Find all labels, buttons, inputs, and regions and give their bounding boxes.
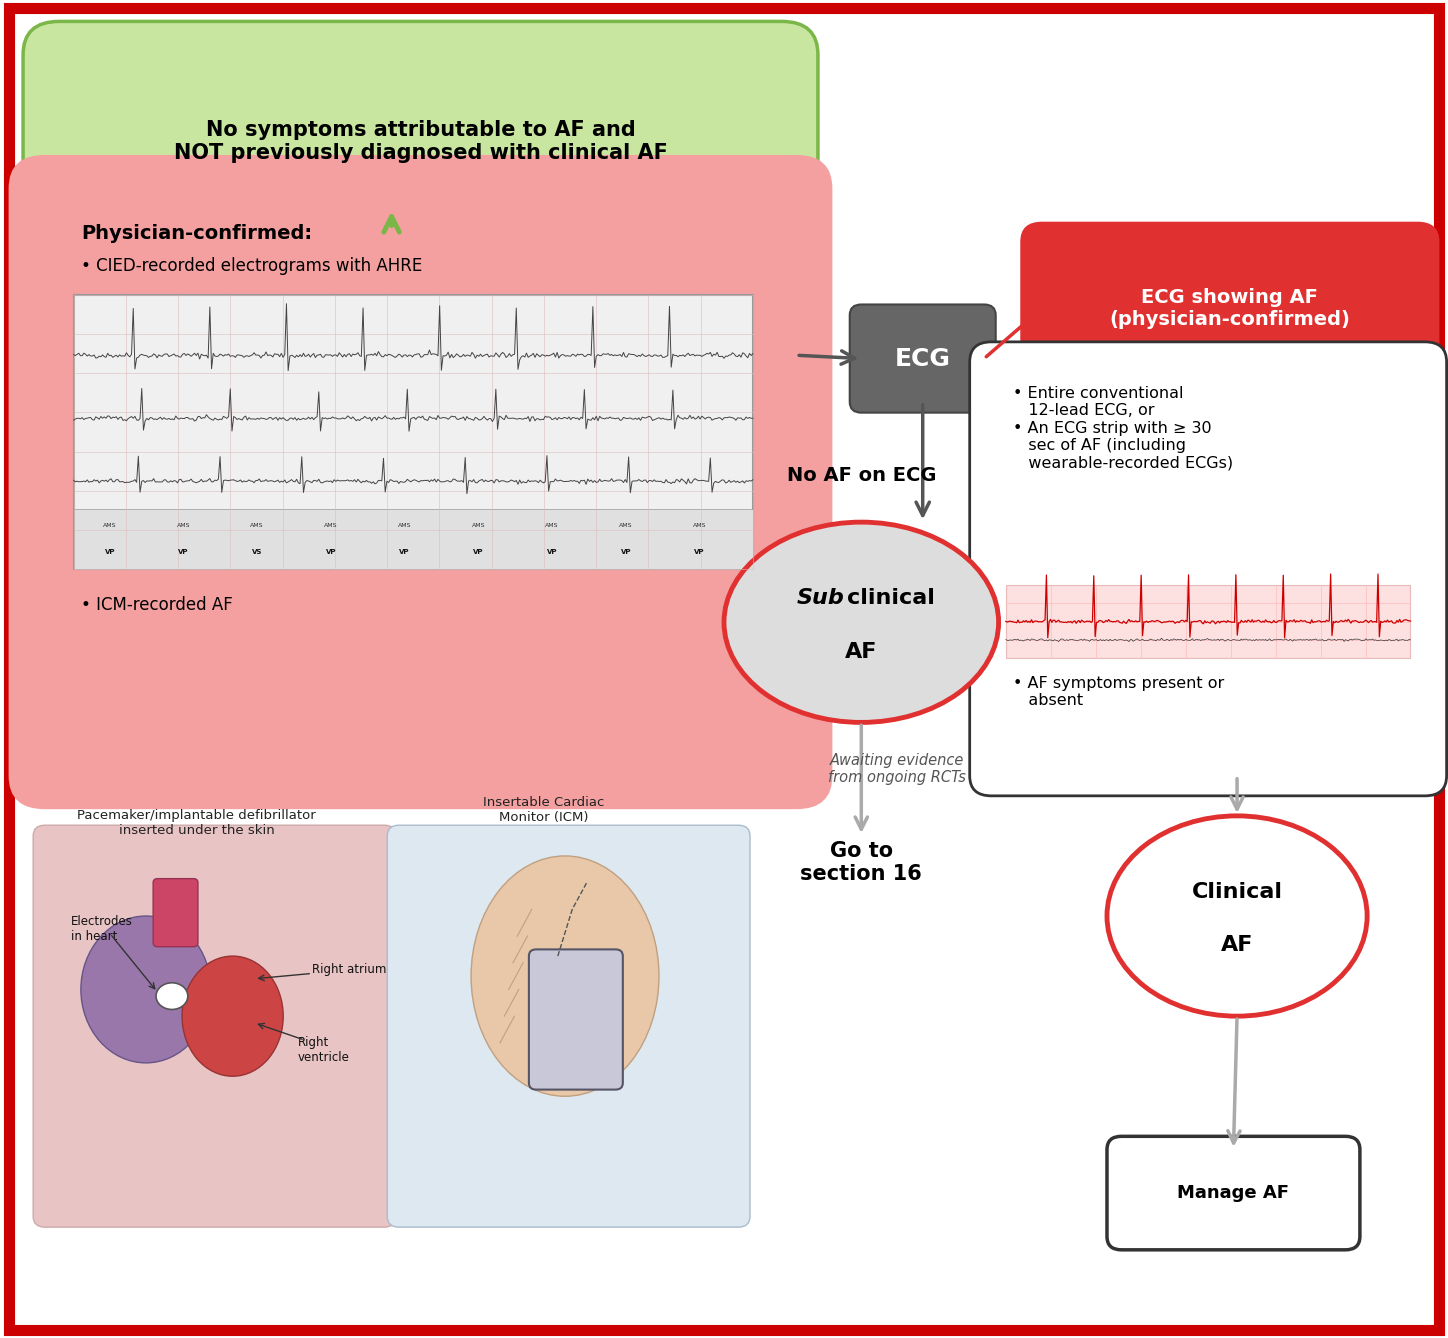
Text: AMS: AMS bbox=[103, 523, 116, 529]
Text: Insertable Cardiac
Monitor (ICM): Insertable Cardiac Monitor (ICM) bbox=[482, 796, 604, 824]
Text: VP: VP bbox=[621, 549, 631, 555]
FancyBboxPatch shape bbox=[1006, 585, 1410, 658]
Text: VP: VP bbox=[473, 549, 484, 555]
Text: Manage AF: Manage AF bbox=[1177, 1184, 1289, 1202]
Text: No AF on ECG: No AF on ECG bbox=[786, 466, 935, 484]
Text: AF: AF bbox=[1221, 935, 1253, 955]
Ellipse shape bbox=[471, 856, 659, 1096]
FancyBboxPatch shape bbox=[23, 21, 818, 262]
Text: VP: VP bbox=[178, 549, 188, 555]
Text: No symptoms attributable to AF and
NOT previously diagnosed with clinical AF: No symptoms attributable to AF and NOT p… bbox=[174, 120, 668, 163]
Text: Sub: Sub bbox=[796, 589, 844, 609]
FancyBboxPatch shape bbox=[1021, 222, 1439, 395]
FancyBboxPatch shape bbox=[74, 508, 753, 569]
Text: VP: VP bbox=[326, 549, 336, 555]
Text: Go to
section 16: Go to section 16 bbox=[801, 842, 922, 884]
Ellipse shape bbox=[156, 983, 188, 1009]
Text: • Entire conventional
   12-lead ECG, or
• An ECG strip with ≥ 30
   sec of AF (: • Entire conventional 12-lead ECG, or • … bbox=[1014, 385, 1234, 471]
FancyBboxPatch shape bbox=[1106, 1136, 1360, 1250]
Text: VS: VS bbox=[252, 549, 262, 555]
Text: ECG: ECG bbox=[895, 347, 951, 371]
Text: AF: AF bbox=[846, 642, 877, 662]
Text: VP: VP bbox=[694, 549, 705, 555]
FancyBboxPatch shape bbox=[850, 305, 996, 412]
Text: • CIED-recorded electrograms with AHRE: • CIED-recorded electrograms with AHRE bbox=[81, 257, 423, 274]
Text: • ICM-recorded AF: • ICM-recorded AF bbox=[81, 595, 233, 614]
FancyBboxPatch shape bbox=[387, 826, 750, 1227]
Text: VP: VP bbox=[104, 549, 114, 555]
FancyBboxPatch shape bbox=[970, 343, 1447, 796]
FancyBboxPatch shape bbox=[9, 155, 833, 809]
Ellipse shape bbox=[81, 917, 211, 1062]
Ellipse shape bbox=[724, 522, 999, 723]
FancyBboxPatch shape bbox=[33, 826, 395, 1227]
Ellipse shape bbox=[1106, 816, 1367, 1016]
Text: clinical: clinical bbox=[847, 589, 935, 609]
Text: AMS: AMS bbox=[398, 523, 411, 529]
Text: AMS: AMS bbox=[177, 523, 190, 529]
Text: Electrodes
in heart: Electrodes in heart bbox=[71, 915, 133, 943]
Text: Right atrium: Right atrium bbox=[313, 963, 387, 975]
Text: VP: VP bbox=[547, 549, 557, 555]
FancyBboxPatch shape bbox=[74, 296, 753, 569]
Text: AMS: AMS bbox=[546, 523, 559, 529]
Text: Physician-confirmed:: Physician-confirmed: bbox=[81, 225, 311, 244]
Text: ECG showing AF
(physician-confirmed): ECG showing AF (physician-confirmed) bbox=[1109, 288, 1351, 329]
Text: AMS: AMS bbox=[618, 523, 633, 529]
Text: AMS: AMS bbox=[324, 523, 337, 529]
Text: Clinical: Clinical bbox=[1192, 882, 1283, 902]
Text: • AF symptoms present or
   absent: • AF symptoms present or absent bbox=[1014, 676, 1225, 708]
FancyBboxPatch shape bbox=[153, 879, 198, 947]
Text: VP: VP bbox=[400, 549, 410, 555]
Ellipse shape bbox=[182, 957, 284, 1076]
FancyBboxPatch shape bbox=[529, 950, 623, 1089]
Text: Right
ventricle: Right ventricle bbox=[298, 1036, 349, 1064]
Text: AMS: AMS bbox=[251, 523, 264, 529]
Text: Pacemaker/implantable defibrillator
inserted under the skin: Pacemaker/implantable defibrillator inse… bbox=[77, 809, 316, 838]
Text: AMS: AMS bbox=[692, 523, 707, 529]
Text: AMS: AMS bbox=[472, 523, 485, 529]
Text: Awaiting evidence
from ongoing RCTs: Awaiting evidence from ongoing RCTs bbox=[828, 753, 966, 785]
